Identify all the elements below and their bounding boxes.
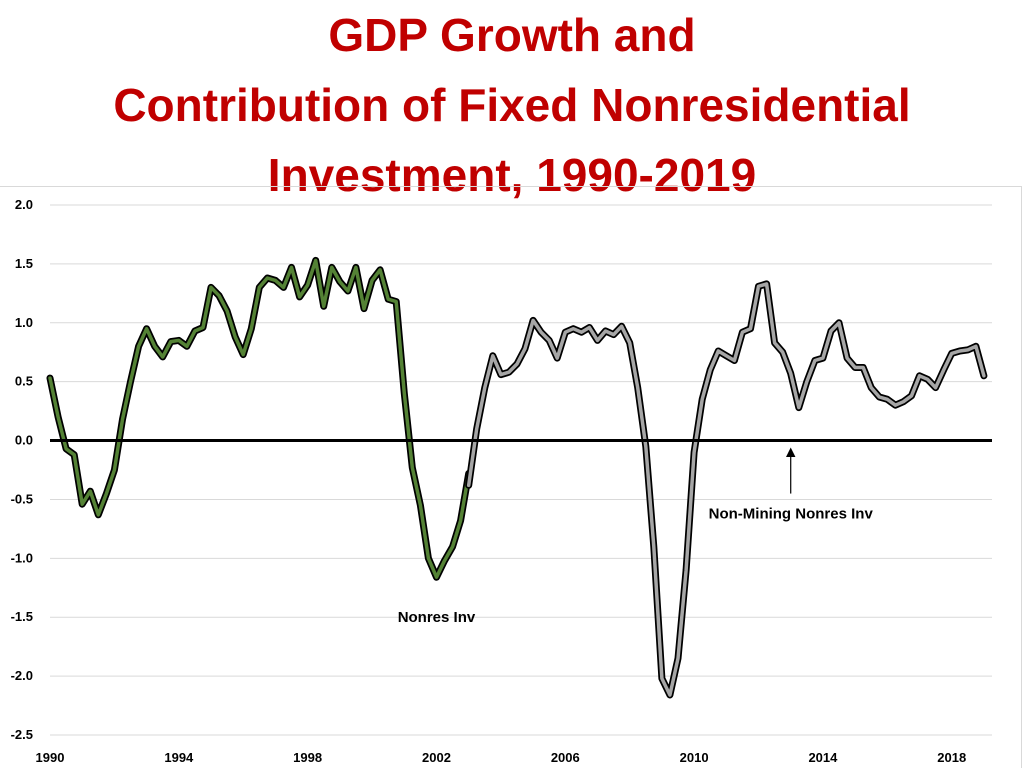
y-tick-label: 2.0: [15, 197, 33, 212]
y-tick-label: -2.5: [11, 727, 33, 742]
y-tick-label: -2.0: [11, 668, 33, 683]
y-tick-label: 1.0: [15, 315, 33, 330]
x-tick-label: 2018: [937, 750, 966, 765]
x-tick-label: 1998: [293, 750, 322, 765]
series-line-0: [48, 258, 471, 579]
annotation-label: Non-Mining Nonres Inv: [709, 506, 874, 523]
x-tick-label: 1994: [164, 750, 194, 765]
x-tick-label: 2002: [422, 750, 451, 765]
x-tick-label: 1990: [36, 750, 65, 765]
y-tick-label: 1.5: [15, 256, 33, 271]
series-line-1: [466, 282, 986, 697]
title-line-3: Investment, 1990-2019: [267, 149, 757, 201]
title-line-2: Contribution of Fixed Nonresidential: [113, 79, 911, 131]
y-tick-label: -0.5: [11, 491, 33, 506]
x-tick-label: 2010: [680, 750, 709, 765]
x-tick-label: 2006: [551, 750, 580, 765]
chart-frame: [0, 186, 1022, 768]
x-tick-label: 2014: [808, 750, 838, 765]
y-tick-label: -1.0: [11, 550, 33, 565]
y-tick-label: 0.5: [15, 374, 33, 389]
y-tick-label: -1.5: [11, 609, 33, 624]
y-tick-label: 0.0: [15, 433, 33, 448]
series-outline-1: [465, 280, 988, 699]
title-line-1: GDP Growth and: [328, 9, 696, 61]
chart-title: GDP Growth and Contribution of Fixed Non…: [0, 0, 1024, 210]
annotation-label: Nonres Inv: [398, 609, 476, 626]
